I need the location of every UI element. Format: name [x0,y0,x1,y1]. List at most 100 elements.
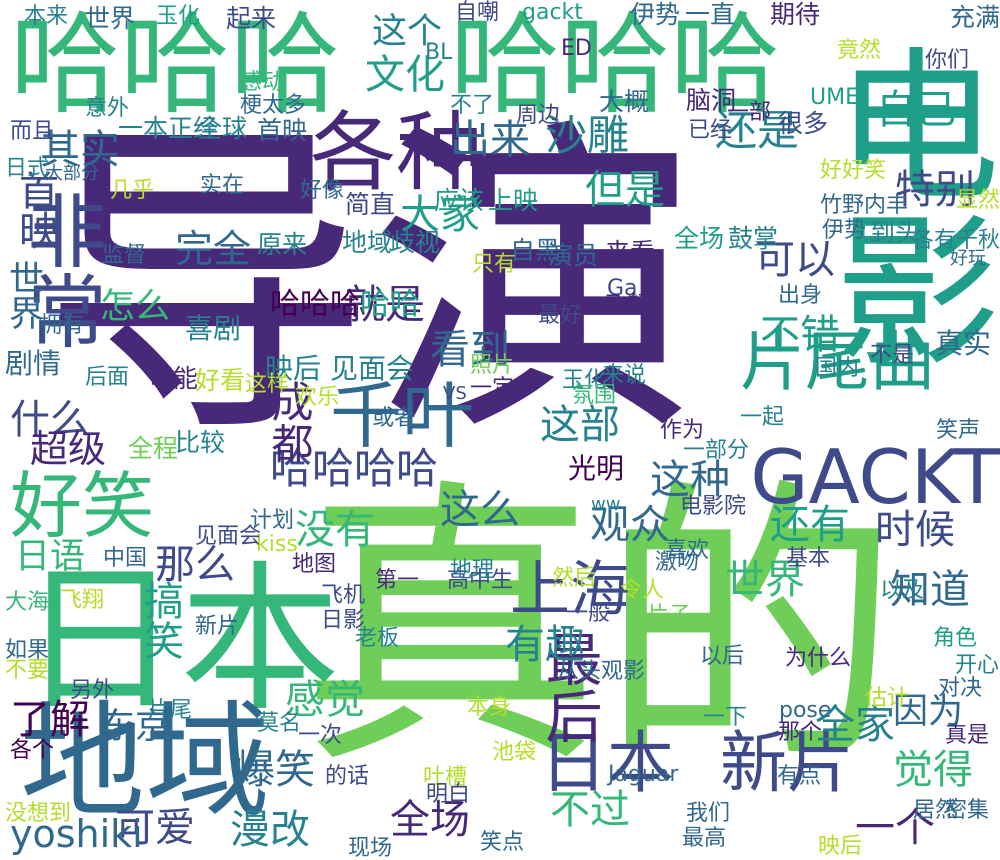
word-cloud-word: 非常 [14,190,107,350]
word-cloud-word: 东京 [100,707,171,747]
word-cloud-word: 密集 [945,798,990,823]
word-cloud-word: 日本 [20,546,341,733]
word-cloud-word: 出身 [778,283,823,308]
word-cloud-word: 沙雕 [545,111,630,160]
word-cloud-word: 真实 [935,327,992,360]
word-cloud-word: gackt [522,0,583,25]
word-cloud-word: 映后 [818,834,863,859]
word-cloud-word: 玉化 [156,4,201,29]
word-cloud-word: 计划 [250,508,295,533]
word-cloud-word: VS [443,383,467,404]
word-cloud-word: 世界 [725,557,805,603]
word-cloud-word: 导演 [40,93,700,477]
word-cloud-word: 大概 [599,87,650,116]
word-cloud-word: 最高 [682,826,727,851]
word-cloud-word: 见面会 [195,524,262,549]
word-cloud-word: Ga [607,276,638,301]
word-cloud-word: 比较 [175,428,226,457]
word-cloud-word: 上海 [510,555,630,625]
word-cloud-word: 你们 [925,48,970,73]
word-cloud-word: 很多 [778,109,829,138]
word-cloud-word: 基本 [786,546,831,571]
word-cloud-word: 不了 [450,93,495,118]
word-cloud-word: 不过 [550,787,630,833]
word-cloud-word: 大部分 [45,163,99,184]
word-cloud-word: 剧情 [5,347,62,380]
word-cloud-word: 知道 [890,567,970,613]
word-cloud-word: 国内 [815,356,860,381]
word-cloud-word: 出来 [450,117,530,163]
word-cloud-word: 哈哈哈哈 [270,444,439,493]
word-cloud-word: 然后 [552,566,597,591]
word-cloud-word: 后面 [85,365,130,390]
word-cloud-word: 没想到 [5,801,72,826]
word-cloud-word: 角色 [933,626,978,651]
word-cloud-word: 一本正经 [118,114,219,143]
word-cloud-word: ED [561,36,592,61]
word-cloud-word: 自嘲 [455,0,500,25]
word-cloud-word: 或者 [372,406,417,431]
word-cloud-word: 就是 [345,282,425,328]
word-cloud-word: 我们 [686,801,731,826]
word-cloud-word: 以及 [880,578,925,603]
word-cloud-word: 日本 [540,724,674,802]
word-cloud-word: 喜欢 [665,538,710,563]
word-cloud-word: 原来 [257,230,308,259]
word-cloud-word: 感觉 [285,677,365,723]
word-cloud-word: 一下 [703,705,748,730]
word-cloud-word: 到头 [870,218,921,247]
word-cloud-word: 拥有 [40,313,85,338]
word-cloud-word: 可能 [148,364,199,393]
word-cloud-word: 日影 [321,608,366,633]
word-cloud-word: 还有 [770,502,850,548]
word-cloud-word: 一部 [727,100,772,125]
word-cloud-word: 令人 [620,578,665,603]
word-cloud-word: 另外 [70,678,115,703]
word-cloud-word: 一起 [740,405,785,430]
word-cloud-word: 照片 [470,353,515,378]
word-cloud-word: 地理 [450,558,495,583]
word-cloud-word: 最好 [538,303,583,328]
word-cloud-word: 这样 [245,372,290,397]
word-cloud-word: 高中生 [447,568,514,593]
word-cloud-word: 有点 [777,764,822,789]
word-cloud-word: 这么 [440,487,520,533]
word-cloud-word: 池袋 [492,740,537,765]
word-cloud-word: 不要 [5,658,50,683]
word-cloud-word: 飞起 [605,293,650,318]
word-cloud-word: 而且 [10,119,55,144]
word-cloud-word: 好笑 [10,464,155,548]
word-cloud-word: 如果 [5,638,50,663]
word-cloud-word: 上映 [488,186,539,215]
word-cloud-word: 全场 [674,224,725,253]
word-cloud-word: 鼓掌 [728,224,779,253]
word-cloud-word: 全程 [128,434,179,463]
word-cloud-word: 映后 [265,352,322,385]
word-cloud-word: 千叶 [330,374,475,458]
word-cloud-word: Jaguar [608,762,679,787]
word-cloud-word: 见面会 [330,352,415,385]
word-cloud-word: 观众 [590,502,670,548]
word-cloud-word: 期待 [770,0,821,29]
word-cloud-word: 了解 [10,697,90,743]
word-cloud-word: 成都 [265,380,314,464]
word-cloud-word: 首映 [12,170,58,250]
word-cloud-word: 好像 [300,178,345,203]
word-cloud-word: 本身 [467,695,512,720]
word-cloud-word: 喜剧 [185,312,242,345]
word-cloud-word: 这部 [540,402,620,448]
word-cloud-word: 其实 [40,127,120,173]
word-cloud-word: 哈哈哈 [10,1,340,129]
word-cloud-word: 中国 [103,546,148,571]
word-cloud-word: 一个 [855,805,935,851]
word-cloud-word: 什么 [10,397,90,443]
word-cloud-word: 首映 [257,116,308,145]
word-cloud-word: 显然 [955,188,1000,213]
word-cloud-word: 好看 [195,366,246,395]
word-cloud-word: 光明 [568,452,625,485]
word-cloud-word: 因为 [893,692,964,732]
word-cloud-word: 竹野内丰 [820,193,909,218]
word-cloud-word: 居然 [913,798,958,823]
word-cloud-word: 老板 [355,626,400,651]
